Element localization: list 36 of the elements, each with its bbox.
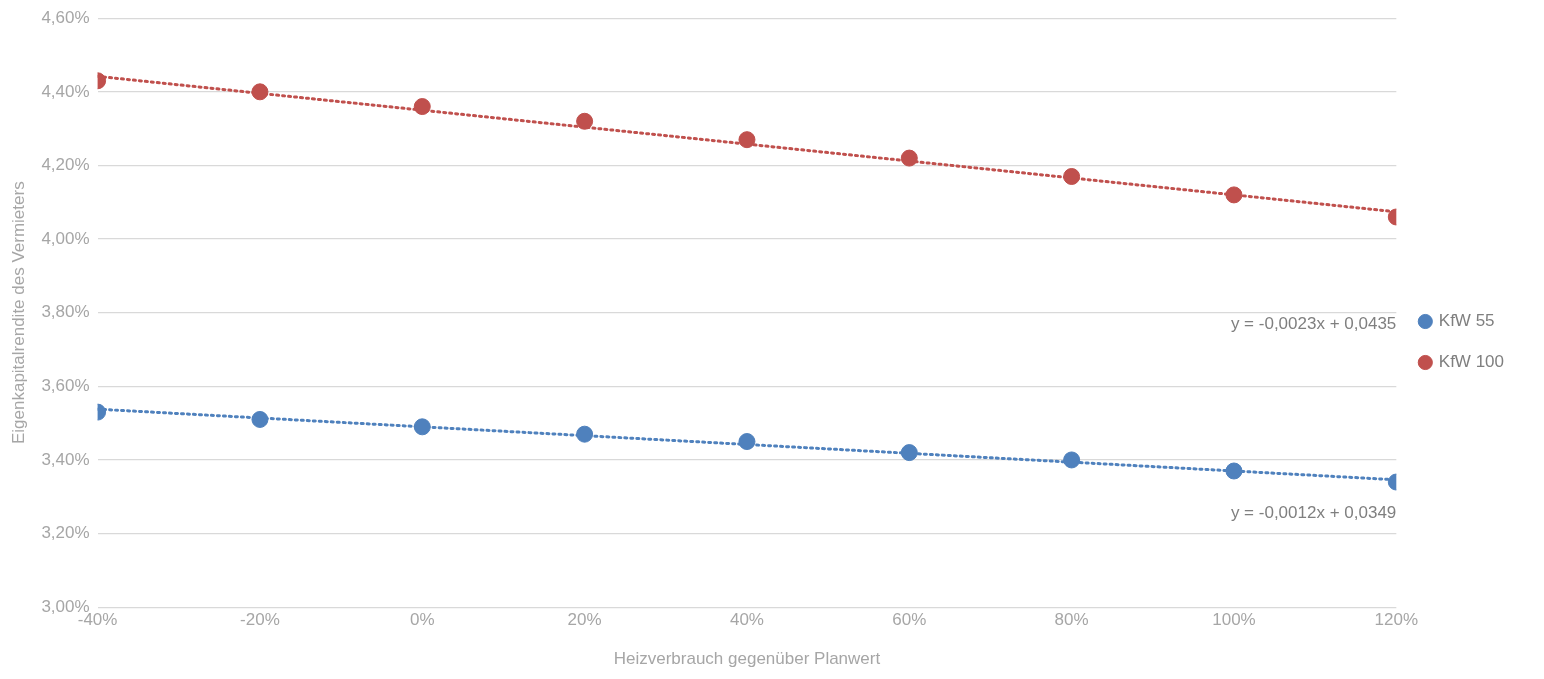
point (413, 418, 431, 436)
y-tick-label: 4,40% (41, 81, 90, 101)
point (900, 444, 918, 462)
y-tick-label: 4,20% (41, 155, 90, 175)
x-tick-label: 40% (729, 610, 764, 630)
y-tick-label: 3,20% (41, 523, 90, 543)
y-tick-label: 4,60% (41, 7, 90, 27)
y-tick-label: 3,40% (41, 449, 90, 469)
x-tick-label: 80% (1054, 610, 1089, 630)
point (1225, 186, 1243, 204)
x-tick-label: -20% (240, 610, 280, 630)
annotation: y = -0,0012x + 0,0349 (1230, 502, 1397, 522)
y-axis-title: Eigenkapitalrendite des Vermieters (8, 181, 28, 445)
point (251, 83, 269, 101)
legend-label: KfW 100 (1438, 352, 1505, 372)
point (1063, 167, 1081, 185)
point (576, 112, 594, 130)
x-tick-label: 120% (1374, 610, 1419, 630)
y-tick-label: 3,60% (41, 376, 90, 396)
point (1225, 462, 1243, 480)
point (576, 425, 594, 443)
point (1063, 451, 1081, 469)
point (738, 131, 756, 149)
legend-label: KfW 55 (1438, 311, 1495, 331)
point (738, 433, 756, 451)
point (413, 98, 431, 116)
point (900, 149, 918, 167)
y-tick-label: 4,00% (41, 228, 90, 248)
point (251, 410, 269, 428)
x-tick-label: 60% (892, 610, 927, 630)
x-axis-title: Heizverbrauch gegenüber Planwert (613, 649, 881, 669)
x-tick-label: 100% (1212, 610, 1256, 630)
x-tick-label: 20% (567, 610, 602, 630)
x-tick-label: 0% (409, 610, 435, 630)
y-tick-label: 3,80% (41, 302, 90, 322)
annotation: y = -0,0023x + 0,0435 (1230, 314, 1397, 334)
